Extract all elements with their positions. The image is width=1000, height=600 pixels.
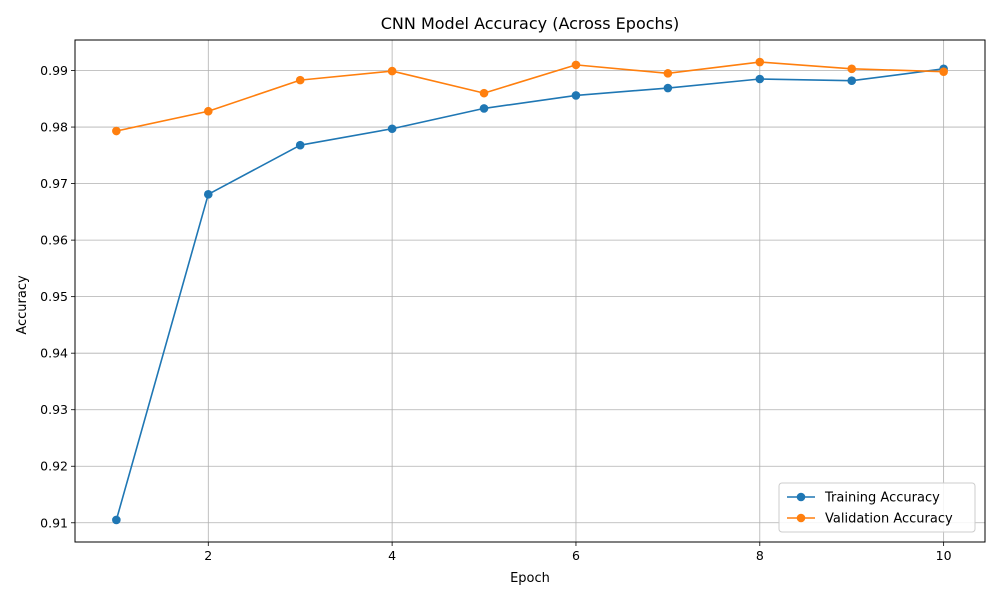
- grid-lines: [75, 40, 985, 542]
- y-tick-label: 0.93: [40, 402, 68, 417]
- data-point: [663, 83, 673, 93]
- y-tick-label: 0.95: [40, 289, 68, 304]
- legend-label: Validation Accuracy: [825, 512, 953, 527]
- y-tick-label: 0.97: [40, 176, 68, 191]
- data-point: [755, 74, 765, 84]
- series-line: [115, 68, 944, 521]
- data-point: [939, 67, 948, 76]
- axis-ticks: 2 4 6 8 10 0.91 0.92 0.93 0.94 0.95 0.96 0.97 0.98 0.…: [40, 63, 951, 563]
- y-tick-label: 0.99: [40, 63, 68, 78]
- data-point: [755, 57, 765, 67]
- data-point: [479, 88, 489, 98]
- y-tick-label: 0.91: [40, 515, 68, 530]
- data-point: [112, 126, 121, 136]
- data-point: [203, 106, 213, 116]
- data-point: [295, 75, 305, 85]
- legend-swatch-marker: [796, 492, 806, 502]
- data-point: [571, 60, 581, 70]
- series-line: [116, 61, 944, 132]
- legend-swatch-marker: [796, 513, 806, 523]
- data-point: [847, 76, 857, 86]
- series-2: [112, 57, 948, 136]
- legend-label: Training Accuracy: [824, 491, 940, 506]
- legend: Training Accuracy Validation Accuracy: [778, 482, 976, 533]
- x-tick-label: 8: [756, 548, 764, 563]
- y-tick-label: 0.92: [40, 459, 68, 474]
- x-tick-label: 6: [572, 548, 580, 563]
- y-tick-label: 0.98: [40, 120, 68, 135]
- y-axis-label: Accuracy: [15, 275, 30, 335]
- x-tick-label: 10: [936, 548, 952, 563]
- x-axis-label: Epoch: [510, 571, 550, 586]
- data-point: [479, 104, 489, 113]
- data-point: [663, 69, 673, 78]
- legend-box: [778, 482, 976, 533]
- data-point: [203, 190, 213, 199]
- series-1: [112, 64, 948, 525]
- y-tick-label: 0.94: [40, 346, 68, 361]
- plot-frame: [74, 39, 986, 543]
- data-point: [571, 91, 581, 100]
- y-tick-label: 0.96: [40, 233, 68, 248]
- x-tick-label: 2: [204, 548, 212, 563]
- data-point: [112, 515, 121, 525]
- x-tick-label: 4: [388, 548, 396, 563]
- data-point: [847, 64, 857, 74]
- data-point: [295, 140, 305, 150]
- data-point: [387, 124, 397, 134]
- series-layer: [112, 57, 948, 525]
- data-point: [387, 66, 397, 76]
- chart-title: CNN Model Accuracy (Across Epochs): [381, 14, 680, 33]
